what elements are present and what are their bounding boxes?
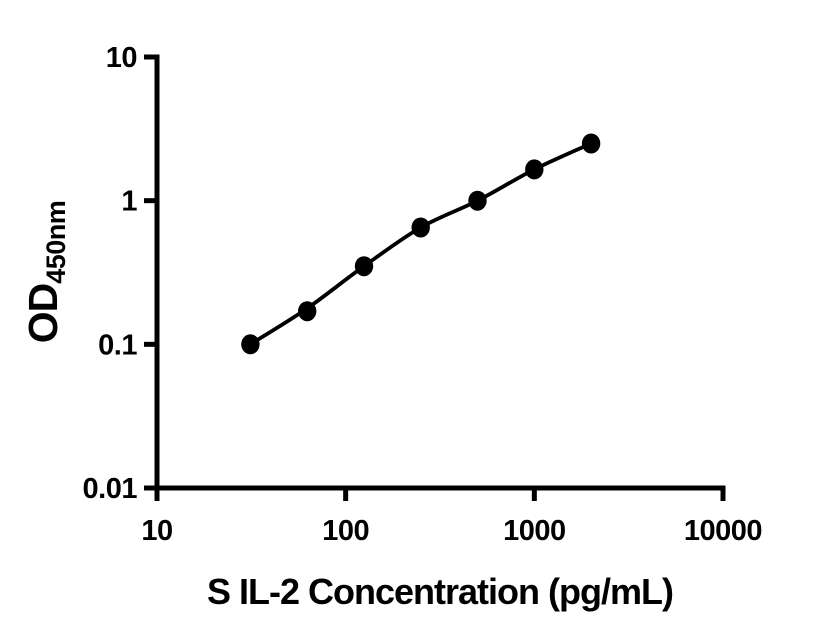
- y-tick-label: 0.01: [83, 473, 138, 505]
- y-tick-label: 1: [121, 186, 137, 218]
- y-axis-title: OD450nm: [20, 201, 71, 344]
- y-axis-title-subscript: 450nm: [41, 201, 71, 284]
- axis-spine: [144, 54, 726, 501]
- data-point: [581, 133, 601, 154]
- y-tick-label: 0.1: [98, 329, 137, 361]
- y-tick-label: 10: [106, 42, 137, 74]
- data-point: [241, 334, 260, 355]
- data-point: [468, 190, 487, 211]
- data-point: [298, 301, 317, 322]
- axes-layer: [144, 54, 726, 501]
- data-point: [525, 159, 544, 180]
- data-point: [411, 217, 430, 238]
- x-axis-title: S IL-2 Concentration (pg/mL): [207, 571, 673, 612]
- y-axis-title-main: OD: [20, 284, 66, 344]
- x-tick-label: 10000: [684, 515, 762, 547]
- x-tick-label: 1000: [503, 515, 566, 547]
- x-tick-label: 100: [322, 515, 369, 547]
- data-point: [354, 256, 374, 277]
- x-tick-label: 10: [141, 515, 172, 547]
- series-layer: [241, 133, 601, 355]
